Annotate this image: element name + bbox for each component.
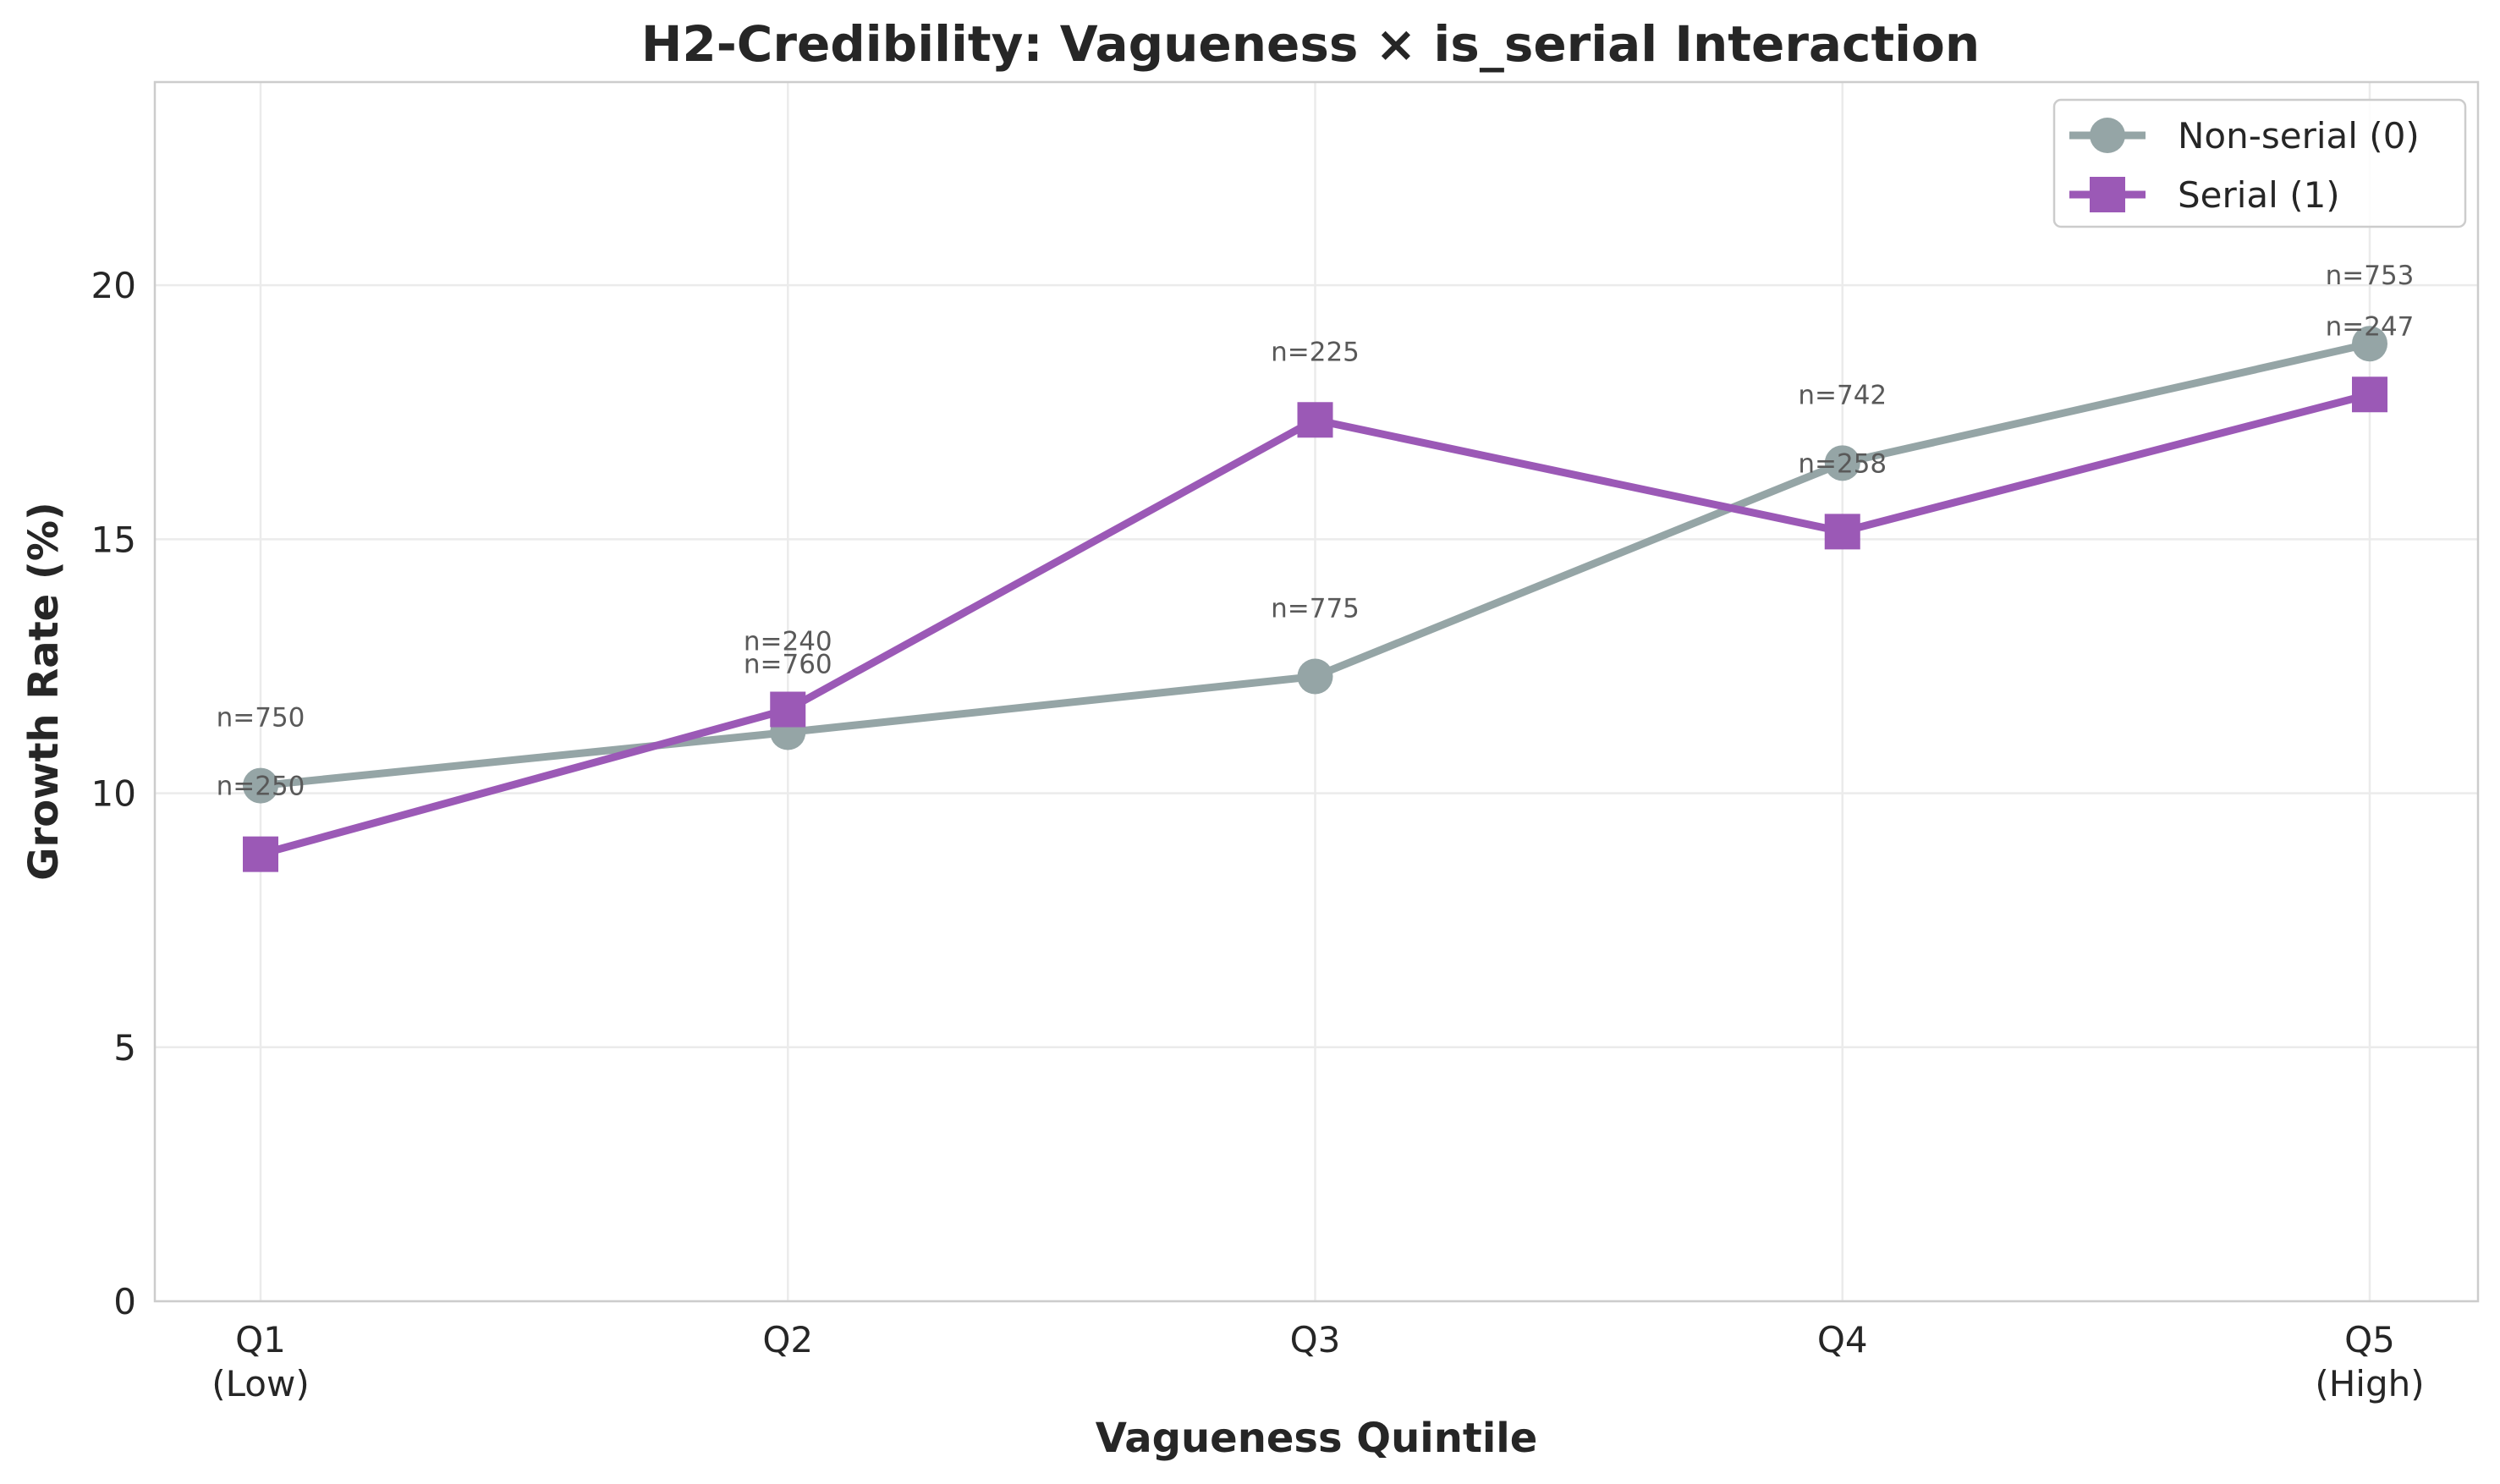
sample-size-labels: n=750 n=760 n=775 n=742 n=753 n=250 n=240 n=225… bbox=[217, 261, 2415, 801]
data-point-serial bbox=[2352, 376, 2387, 413]
data-point-non-serial bbox=[2352, 326, 2387, 362]
legend-item-serial: Serial (1) bbox=[2069, 174, 2340, 216]
x-axis-label: Vagueness Quintile bbox=[1096, 1415, 1538, 1462]
data-point-serial bbox=[1824, 514, 1860, 550]
n-label-non-serial: n=775 bbox=[1271, 593, 1360, 624]
legend: Non-serial (0) Serial (1) bbox=[2052, 98, 2467, 228]
y-axis-label: Growth Rate (%) bbox=[20, 502, 68, 881]
n-label-serial: n=250 bbox=[217, 772, 305, 802]
chart-title: H2-Credibility: Vagueness × is_serial In… bbox=[641, 15, 1980, 73]
x-tick-line: Q1 bbox=[235, 1319, 286, 1360]
data-point-serial bbox=[770, 691, 806, 728]
y-tick-label: 5 bbox=[113, 1027, 136, 1069]
legend-label-non-serial: Non-serial (0) bbox=[2178, 115, 2420, 157]
data-point-non-serial bbox=[1824, 445, 1860, 481]
legend-marker-non-serial bbox=[2090, 118, 2125, 153]
y-tick-label: 0 bbox=[113, 1281, 136, 1322]
n-label-serial: n=258 bbox=[1798, 448, 1887, 479]
n-label-non-serial: n=753 bbox=[2326, 261, 2415, 291]
y-tick-label: 15 bbox=[91, 519, 136, 560]
n-label-non-serial: n=760 bbox=[744, 650, 832, 680]
data-point-non-serial bbox=[243, 767, 278, 804]
data-point-serial bbox=[1297, 402, 1333, 438]
plot-frame bbox=[153, 80, 2480, 1303]
legend-box bbox=[2052, 98, 2467, 228]
y-tick-label: 10 bbox=[91, 773, 136, 815]
x-tick-line: Q5 bbox=[2344, 1319, 2395, 1360]
x-tick-line: (Low) bbox=[212, 1363, 309, 1404]
grid-lines bbox=[155, 82, 2478, 1303]
x-axis-ticks: Q1 (Low) Q2 Q3 Q4 Q5 (High) bbox=[212, 1319, 2424, 1404]
x-tick-label: Q5 (High) bbox=[2315, 1319, 2424, 1404]
n-label-non-serial: n=742 bbox=[1798, 380, 1887, 410]
x-tick-label: Q3 bbox=[1290, 1319, 1341, 1360]
data-series bbox=[243, 326, 2387, 872]
legend-label-serial: Serial (1) bbox=[2178, 174, 2340, 216]
series-non-serial bbox=[243, 326, 2387, 804]
x-tick-label: Q1 (Low) bbox=[212, 1319, 309, 1404]
n-label-serial: n=240 bbox=[744, 627, 832, 657]
x-tick-line: Q3 bbox=[1290, 1319, 1341, 1360]
x-tick-line: Q4 bbox=[1817, 1319, 1868, 1360]
n-label-non-serial: n=750 bbox=[217, 703, 305, 734]
x-tick-line: Q2 bbox=[762, 1319, 813, 1360]
n-label-serial: n=247 bbox=[2326, 311, 2415, 342]
data-point-non-serial bbox=[1297, 658, 1333, 695]
x-tick-label: Q2 bbox=[762, 1319, 813, 1360]
data-point-serial bbox=[243, 836, 278, 872]
y-tick-label: 20 bbox=[91, 265, 136, 306]
series-serial bbox=[243, 376, 2387, 872]
legend-item-non-serial: Non-serial (0) bbox=[2069, 115, 2420, 157]
n-label-serial: n=225 bbox=[1271, 337, 1360, 367]
x-tick-label: Q4 bbox=[1817, 1319, 1868, 1360]
y-axis-ticks: 0 5 10 15 20 bbox=[91, 265, 136, 1322]
legend-marker-serial bbox=[2090, 177, 2125, 212]
x-tick-line: (High) bbox=[2315, 1363, 2424, 1404]
